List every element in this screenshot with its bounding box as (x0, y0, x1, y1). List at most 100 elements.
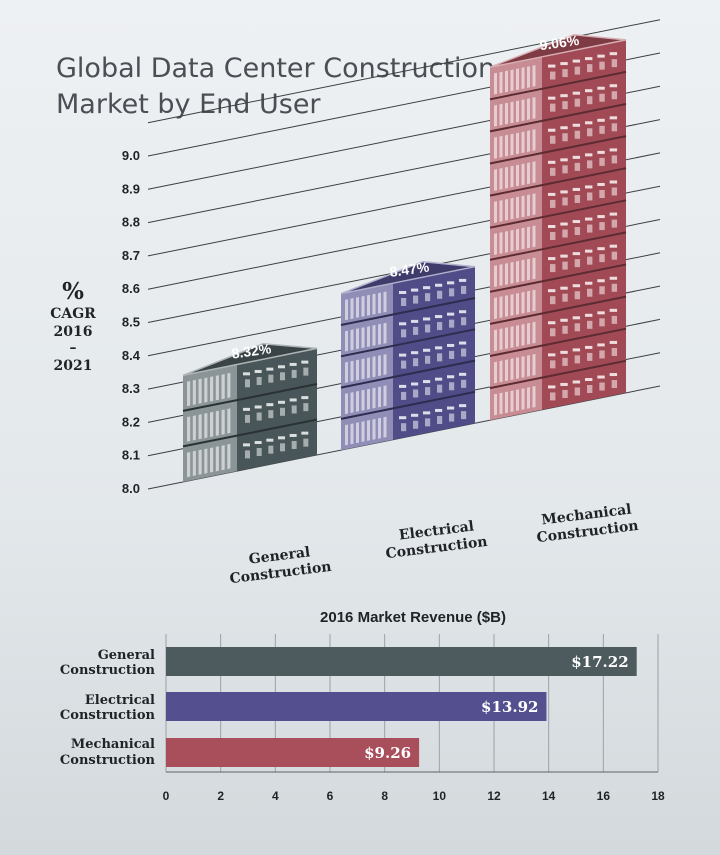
window (435, 283, 443, 287)
y-tick-label: 8.0 (122, 481, 140, 496)
window (413, 358, 419, 367)
window (585, 121, 593, 125)
window (597, 54, 605, 58)
window (378, 386, 381, 408)
window (550, 231, 556, 240)
window (597, 150, 605, 154)
window (599, 382, 605, 391)
window (499, 360, 503, 383)
window (215, 375, 219, 401)
window (401, 360, 407, 369)
window (510, 390, 514, 413)
window (350, 298, 354, 320)
window (587, 352, 593, 361)
window (574, 98, 581, 107)
window (548, 224, 556, 228)
window (548, 64, 556, 68)
revenue-value-label: $17.22 (571, 653, 628, 671)
window (572, 59, 581, 63)
window (510, 197, 514, 220)
revenue-x-tick-label: 2 (217, 789, 224, 803)
chart-title-line-1: Global Data Center Construction (56, 53, 495, 84)
window (572, 348, 581, 352)
window (599, 350, 605, 359)
window (548, 321, 556, 325)
window (532, 97, 536, 119)
y-axis-label-line-3: 2016 (54, 324, 93, 340)
revenue-x-tick-label: 12 (487, 789, 501, 803)
y-axis-label-line-4: – (70, 340, 77, 356)
window (599, 318, 605, 327)
y-tick-label: 8.8 (122, 215, 140, 230)
window (459, 310, 467, 314)
window (459, 278, 467, 282)
window (510, 101, 514, 124)
revenue-bar (166, 692, 547, 721)
window (499, 328, 503, 351)
window (256, 412, 262, 421)
window (383, 354, 387, 375)
y-tick-label: 8.7 (122, 248, 140, 263)
revenue-label-mechanical-line-2: Construction (60, 753, 156, 768)
window (585, 345, 593, 349)
y-axis-label: % CAGR 2016 – 2021 (50, 278, 96, 374)
window (516, 357, 519, 379)
floor-line (489, 263, 627, 293)
window (401, 423, 407, 432)
window (516, 196, 519, 219)
window (494, 329, 497, 352)
window (499, 103, 503, 126)
window (461, 317, 467, 326)
window (372, 325, 376, 346)
window (527, 290, 530, 313)
window (505, 166, 508, 189)
floor-line (489, 359, 627, 390)
window (278, 400, 285, 404)
window (459, 372, 467, 376)
window (268, 410, 274, 419)
floor-line (182, 418, 318, 448)
window (447, 343, 455, 347)
window (574, 355, 581, 364)
window (461, 348, 467, 357)
window (499, 296, 503, 318)
window (494, 201, 497, 223)
window (572, 380, 581, 384)
bar-electrical: 8.47% (340, 258, 476, 451)
floor-line (489, 199, 627, 229)
window (413, 389, 419, 398)
window (521, 388, 525, 410)
window (435, 315, 443, 319)
window (510, 326, 514, 348)
window (449, 319, 455, 328)
window (550, 392, 556, 401)
window (210, 447, 214, 473)
window (574, 162, 581, 171)
window (425, 293, 431, 302)
window (435, 346, 443, 350)
window (560, 94, 568, 98)
window (572, 123, 581, 127)
floor-line (340, 328, 476, 358)
floor-line (489, 327, 627, 357)
window (303, 367, 309, 376)
window (560, 158, 568, 162)
window (383, 322, 387, 344)
window (510, 133, 514, 156)
window (521, 259, 525, 282)
y-axis-ticks: 8.0 8.1 8.2 8.3 8.4 8.5 8.6 8.7 8.8 8.9 9.0 (122, 148, 141, 496)
window (521, 227, 525, 250)
window (562, 229, 568, 238)
window (449, 413, 455, 422)
window (266, 438, 274, 442)
window (345, 330, 348, 352)
bar-mechanical: 9.06% (489, 32, 627, 421)
window (550, 71, 556, 80)
window (372, 387, 376, 409)
window (350, 329, 354, 351)
window (215, 446, 219, 472)
window (609, 52, 618, 56)
window (425, 387, 431, 396)
window (560, 382, 568, 386)
window (562, 293, 568, 302)
